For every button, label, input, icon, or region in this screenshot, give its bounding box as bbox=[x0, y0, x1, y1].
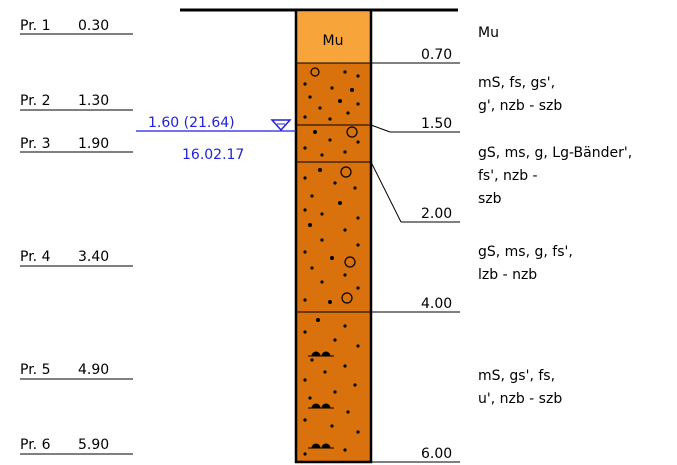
layer-depth-label: 6.00 bbox=[421, 446, 452, 462]
sample-depth: 3.40 bbox=[78, 249, 109, 265]
sample-label: Pr. 5 bbox=[20, 362, 50, 378]
sample-depth: 0.30 bbox=[78, 18, 109, 34]
layer-description-line: u', nzb - szb bbox=[478, 391, 562, 407]
sample-label: Pr. 4 bbox=[20, 249, 51, 265]
layer-mu-code: Mu bbox=[323, 33, 344, 49]
water-level-value: 1.60 (21.64) bbox=[148, 115, 235, 131]
sample-list: Pr. 1 0.30 Pr. 2 1.30 Pr. 3 1.90 Pr. 4 3… bbox=[20, 18, 133, 455]
water-level-marker: 1.60 (21.64) 16.02.17 bbox=[136, 115, 296, 163]
sample-depth: 1.90 bbox=[78, 136, 109, 152]
layer-descriptions: Mu mS, fs, gs', g', nzb - szb gS, ms, g,… bbox=[478, 25, 632, 407]
layer-description-line: szb bbox=[478, 191, 502, 207]
sample-depth: 1.30 bbox=[78, 93, 109, 109]
layer-depth-label: 0.70 bbox=[421, 47, 452, 63]
layer-depth-label: 4.00 bbox=[421, 296, 452, 312]
sample-depth: 4.90 bbox=[78, 362, 109, 378]
layer-description-line: gS, ms, g, fs', bbox=[478, 244, 573, 260]
sample-label: Pr. 3 bbox=[20, 136, 50, 152]
layer-depth-label: 1.50 bbox=[421, 116, 452, 132]
soil-column-outline bbox=[294, 8, 373, 464]
sample-depth: 5.90 bbox=[78, 437, 109, 453]
layer-mu-fill bbox=[296, 10, 371, 63]
layer-ms2-fill bbox=[296, 312, 371, 462]
sample-label: Pr. 1 bbox=[20, 18, 50, 34]
silt-marks bbox=[308, 351, 334, 449]
layer-description-line: Mu bbox=[478, 25, 499, 41]
sample-row: Pr. 1 0.30 bbox=[20, 18, 133, 35]
layer-depths: 0.70 1.50 2.00 4.00 6.00 bbox=[370, 47, 460, 463]
layer-description-line: mS, fs, gs', bbox=[478, 75, 555, 91]
layer-ms1-fill bbox=[296, 63, 371, 125]
layer-gs2-fill bbox=[296, 162, 371, 312]
layer-description-line: g', nzb - szb bbox=[478, 98, 562, 114]
layer-description-line: gS, ms, g, Lg-Bänder', bbox=[478, 145, 632, 161]
layer-description-line: lzb - nzb bbox=[478, 267, 537, 283]
water-level-triangle-icon bbox=[270, 119, 292, 132]
sample-row: Pr. 3 1.90 bbox=[20, 136, 133, 153]
sample-label: Pr. 2 bbox=[20, 93, 50, 109]
layer-description-line: fs', nzb - bbox=[478, 168, 538, 184]
gravel-dots bbox=[303, 70, 360, 456]
sample-row: Pr. 2 1.30 bbox=[20, 93, 133, 111]
water-level-date: 16.02.17 bbox=[182, 147, 244, 163]
sample-row: Pr. 5 4.90 bbox=[20, 362, 133, 380]
sample-row: Pr. 6 5.90 bbox=[20, 437, 133, 455]
layer-gs1-fill bbox=[296, 125, 371, 162]
layer-depth-label: 2.00 bbox=[421, 206, 452, 222]
pebble-circles bbox=[310, 67, 358, 304]
sample-label: Pr. 6 bbox=[20, 437, 51, 453]
layer-description-line: mS, gs', fs, bbox=[478, 368, 555, 384]
sample-row: Pr. 4 3.40 bbox=[20, 249, 133, 267]
